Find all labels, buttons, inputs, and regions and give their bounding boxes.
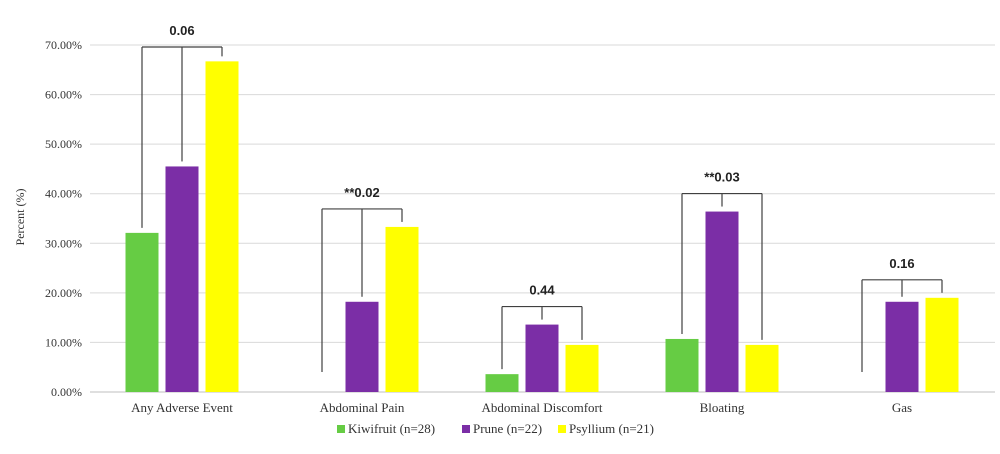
bar — [165, 166, 199, 392]
legend-swatch — [558, 425, 566, 433]
legend: Kiwifruit (n=28) Prune (n=22) Psyllium (n=… — [337, 421, 654, 436]
legend-item: Psyllium (n=21) — [558, 421, 654, 436]
legend-label: Kiwifruit (n=28) — [348, 421, 435, 436]
bar — [485, 374, 519, 392]
bar — [525, 324, 559, 392]
significance-bracket: 0.44 — [501, 283, 583, 370]
significance-bracket: **0.03 — [681, 170, 763, 340]
legend-label: Psyllium (n=21) — [569, 421, 654, 436]
x-axis-category-labels: Any Adverse Event Abdominal Pain Abdominal… — [131, 400, 912, 415]
y-tick-label: 30.00% — [45, 236, 82, 250]
bar — [745, 344, 779, 392]
bar — [665, 338, 699, 392]
significance-bracket: 0.16 — [861, 256, 943, 372]
y-tick-label: 50.00% — [45, 137, 82, 151]
y-axis-title: Percent (%) — [13, 189, 27, 246]
p-value-label: **0.02 — [344, 185, 379, 200]
legend-item: Kiwifruit (n=28) — [337, 421, 435, 436]
bar — [125, 232, 159, 392]
y-tick-label: 40.00% — [45, 187, 82, 201]
bars — [125, 61, 959, 392]
x-category-label: Abdominal Discomfort — [482, 400, 603, 415]
bar — [565, 344, 599, 392]
y-tick-label: 70.00% — [45, 38, 82, 52]
y-tick-label: 0.00% — [51, 385, 82, 399]
bar — [385, 226, 419, 392]
p-value-label: 0.16 — [889, 256, 914, 271]
significance-bracket: 0.06 — [141, 23, 223, 228]
bar — [705, 211, 739, 392]
y-tick-label: 60.00% — [45, 88, 82, 102]
significance-brackets: 0.06 **0.02 0.44 **0.03 0.16 — [141, 23, 943, 372]
x-category-label: Abdominal Pain — [320, 400, 405, 415]
legend-swatch — [462, 425, 470, 433]
p-value-label: 0.06 — [169, 23, 194, 38]
x-category-label: Any Adverse Event — [131, 400, 233, 415]
legend-item: Prune (n=22) — [462, 421, 542, 436]
y-tick-label: 10.00% — [45, 335, 82, 349]
legend-swatch — [337, 425, 345, 433]
p-value-label: 0.44 — [529, 283, 555, 298]
bar — [345, 301, 379, 392]
x-category-label: Gas — [892, 400, 912, 415]
legend-label: Prune (n=22) — [473, 421, 542, 436]
bar — [205, 61, 239, 392]
p-value-label: **0.03 — [704, 170, 739, 185]
y-tick-label: 20.00% — [45, 286, 82, 300]
y-axis: Percent (%) — [13, 189, 27, 246]
gridlines: 0.00% 10.00% 20.00% 30.00% 40.00% 50.00% 60.00… — [45, 38, 995, 399]
bar — [925, 297, 959, 392]
significance-bracket: **0.02 — [321, 185, 403, 372]
x-category-label: Bloating — [700, 400, 745, 415]
bar — [885, 301, 919, 392]
